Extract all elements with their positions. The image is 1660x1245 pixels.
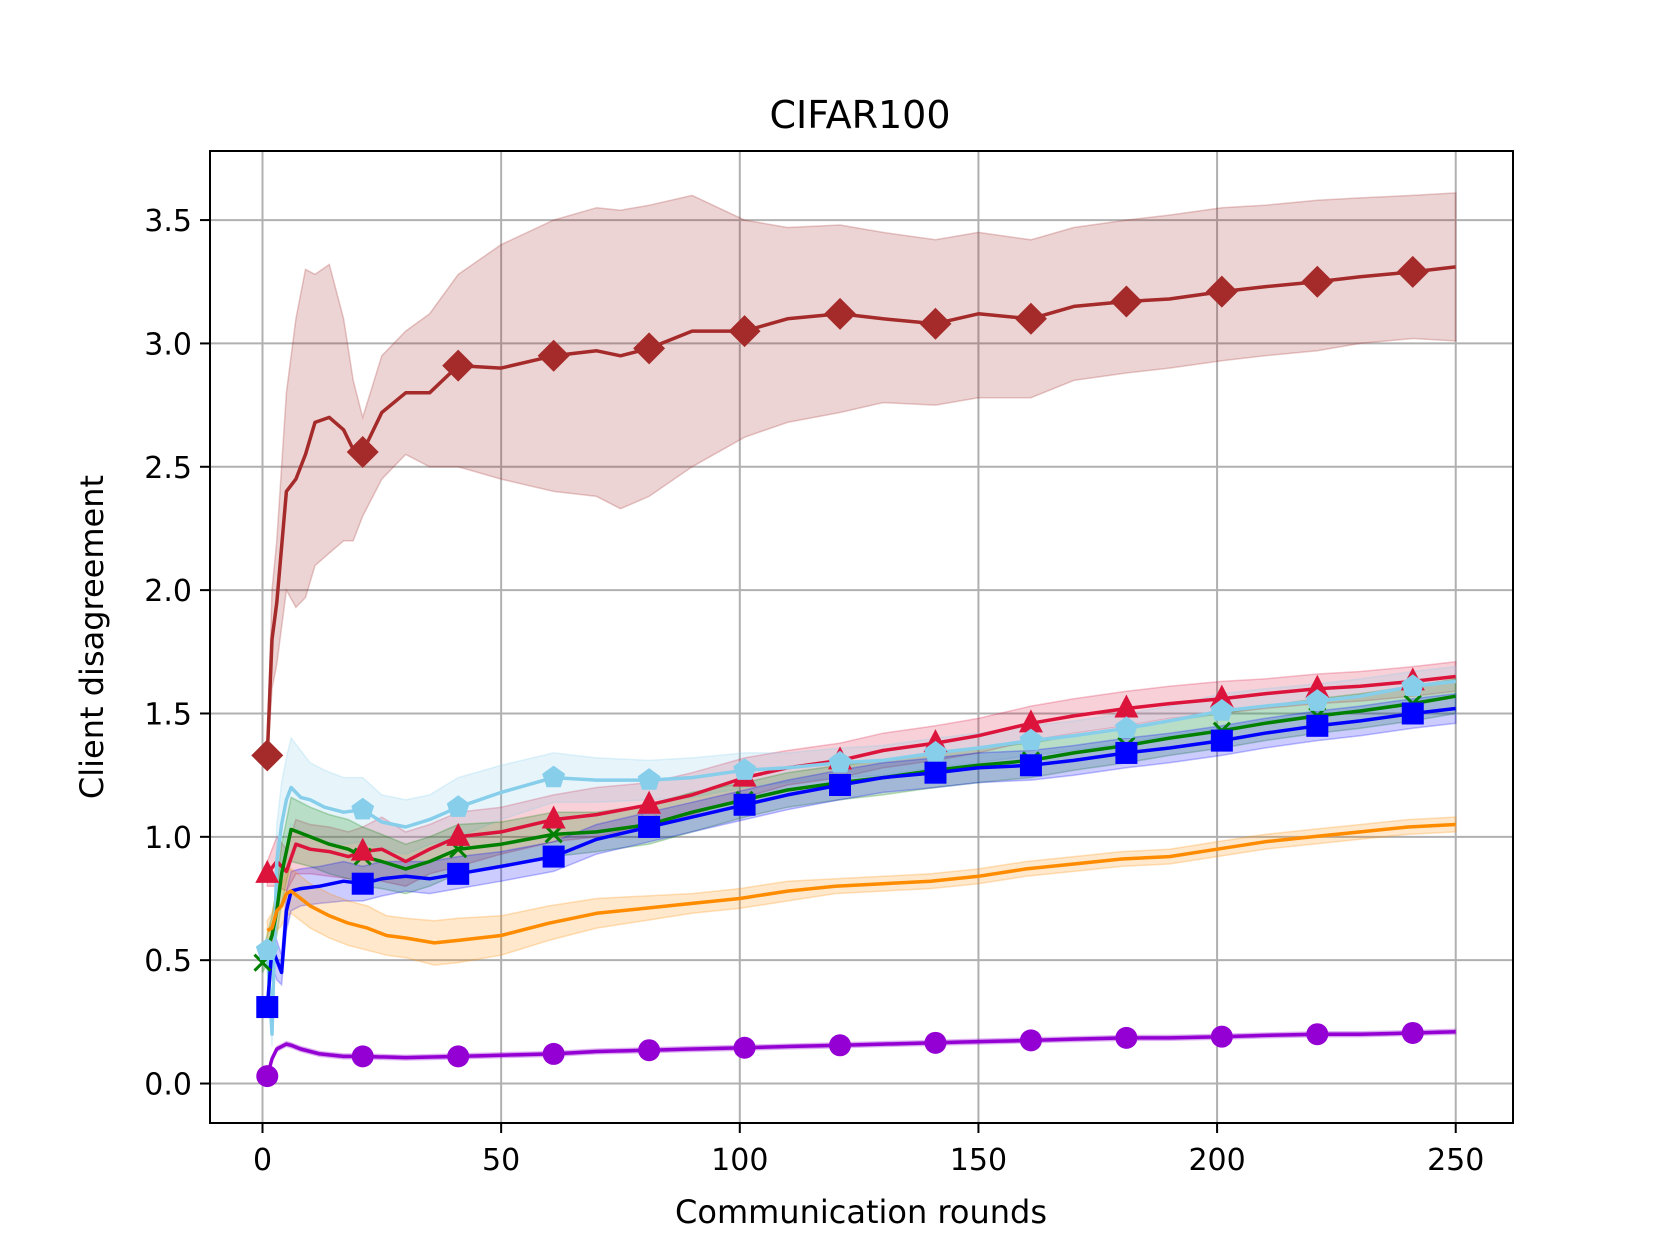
crimson-triangle-marker: [637, 790, 662, 814]
blue-square-marker: [1115, 741, 1138, 764]
blue-square-marker: [542, 845, 565, 868]
crimson-triangle-marker: [1209, 684, 1234, 708]
purple-circle-marker: [447, 1045, 470, 1068]
brown-diamond-marker: [1014, 302, 1047, 335]
brown-diamond-marker: [537, 339, 570, 372]
purple-circle-marker: [256, 1065, 279, 1088]
y-tick-label: 3.0: [144, 327, 192, 362]
skyblue-pentagon-marker: [1019, 728, 1043, 751]
skyblue-pentagon-marker: [637, 768, 661, 790]
skyblue-pentagon-marker: [542, 765, 566, 788]
series-lines: [260, 265, 1456, 1077]
x-tick-label: 100: [711, 1143, 768, 1178]
x-tick-label: 150: [950, 1143, 1007, 1178]
purple-circle-marker: [1115, 1026, 1138, 1049]
y-tick-label: 3.5: [144, 204, 192, 239]
green-x-line: [260, 694, 1456, 964]
crimson-triangle-marker: [1305, 674, 1330, 698]
plot-frame: [209, 150, 1514, 1124]
brown-diamond-marker: [633, 332, 666, 365]
purple-circle-line: [265, 1029, 1456, 1077]
crimson-triangle-marker: [350, 837, 375, 861]
purple-circle-marker: [829, 1034, 852, 1057]
brown-diamond-marker: [824, 297, 857, 330]
chart-title: CIFAR100: [769, 93, 950, 137]
purple-circle-marker: [1019, 1029, 1042, 1052]
orange-line-line: [266, 822, 1456, 945]
y-tick-label: 2.5: [144, 451, 192, 486]
blue-square-marker: [1210, 729, 1233, 752]
blue-square-marker: [733, 793, 756, 816]
purple-circle-marker: [542, 1042, 565, 1065]
skyblue-pentagon-marker: [351, 797, 375, 820]
x-tick-label: 50: [482, 1143, 520, 1178]
x-axis-label: Communication rounds: [675, 1193, 1047, 1231]
green-x-marker: [544, 825, 563, 844]
brown-diamond-marker: [919, 307, 952, 340]
skyblue-pentagon-marker: [1401, 674, 1425, 696]
blue-square-marker: [638, 815, 661, 838]
purple-circle-marker: [924, 1031, 947, 1054]
orange-line-band: [266, 816, 1457, 966]
brown-diamond-marker: [346, 435, 379, 468]
brown-diamond-marker: [1110, 285, 1143, 318]
blue-square-marker: [829, 774, 852, 797]
skyblue-pentagon-marker: [1305, 689, 1329, 711]
skyblue-pentagon-marker: [733, 758, 756, 780]
crimson-triangle-line: [265, 674, 1456, 875]
brown-diamond-line: [265, 265, 1456, 756]
blue-square-marker: [351, 872, 374, 895]
y-tick-label: 1.0: [144, 821, 192, 856]
crimson-triangle-marker: [446, 822, 471, 846]
brown-diamond-marker: [1205, 275, 1238, 308]
series-markers: [251, 255, 1429, 1088]
blue-square-marker: [256, 996, 279, 1019]
grid: [210, 151, 1513, 1123]
brown-diamond-marker: [251, 739, 284, 772]
brown-diamond-band: [266, 192, 1457, 763]
blue-square-marker: [447, 862, 470, 885]
purple-circle-marker: [638, 1039, 661, 1062]
skyblue-pentagon-marker: [1210, 699, 1234, 721]
skyblue-pentagon-marker: [828, 750, 852, 773]
skyblue-pentagon-marker: [924, 740, 947, 763]
crimson-triangle-marker: [255, 859, 280, 883]
x-tick-label: 0: [253, 1143, 272, 1178]
purple-circle-marker: [1210, 1025, 1233, 1048]
purple-circle-marker: [733, 1036, 756, 1059]
y-tick-label: 0.0: [144, 1068, 192, 1103]
blue-square-band: [266, 692, 1457, 1015]
x-tick-label: 250: [1427, 1143, 1484, 1178]
purple-circle-marker: [1401, 1021, 1424, 1044]
blue-square-marker: [1401, 702, 1424, 725]
blue-square-marker: [1019, 754, 1042, 777]
axis-ticks: 0 50 100 150 200 250 0.0 0.5 1.0 1.5 2.0 2.5 3.0 3.5: [144, 204, 1484, 1178]
purple-circle-marker: [1306, 1023, 1329, 1046]
y-tick-label: 1.5: [144, 697, 192, 732]
skyblue-pentagon-line: [265, 679, 1456, 1036]
y-axis-label: Client disagreement: [73, 475, 111, 799]
skyblue-pentagon-marker: [1115, 716, 1138, 738]
x-tick-label: 200: [1188, 1143, 1245, 1178]
green-x-band: [261, 678, 1457, 973]
brown-diamond-marker: [728, 315, 761, 348]
skyblue-pentagon-marker: [446, 795, 470, 817]
crimson-triangle-marker: [541, 805, 566, 829]
blue-square-marker: [1306, 714, 1329, 737]
crimson-triangle-marker: [1018, 709, 1043, 733]
brown-diamond-marker: [442, 349, 475, 382]
purple-circle-marker: [351, 1045, 374, 1068]
y-tick-label: 2.0: [144, 574, 192, 609]
brown-diamond-marker: [1301, 265, 1334, 298]
blue-square-marker: [924, 761, 947, 784]
y-tick-label: 0.5: [144, 944, 192, 979]
brown-diamond-marker: [1396, 255, 1429, 288]
skyblue-pentagon-marker: [255, 938, 279, 960]
crimson-triangle-marker: [1114, 694, 1139, 718]
